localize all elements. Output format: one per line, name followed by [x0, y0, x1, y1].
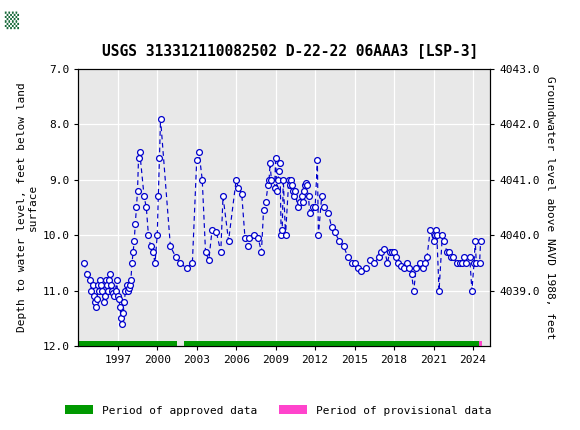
Text: USGS: USGS [28, 12, 75, 28]
Y-axis label: Depth to water level, feet below land
surface: Depth to water level, feet below land su… [16, 83, 38, 332]
Y-axis label: Groundwater level above NAVD 1988, feet: Groundwater level above NAVD 1988, feet [545, 76, 555, 339]
Bar [3, 3, 55, 37]
Text: USGS 313312110082502 D-22-22 06AAA3 [LSP-3]: USGS 313312110082502 D-22-22 06AAA3 [LSP… [102, 43, 478, 58]
Text: ▒: ▒ [4, 11, 18, 29]
Legend: Period of approved data, Period of provisional data: Period of approved data, Period of provi… [61, 401, 496, 420]
